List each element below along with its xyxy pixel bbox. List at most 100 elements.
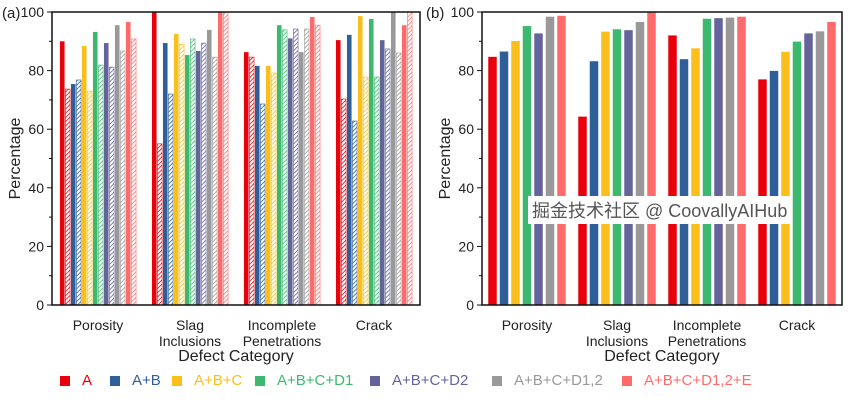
bar <box>679 59 689 305</box>
bar <box>346 34 352 305</box>
panel-label: (a) <box>2 5 20 22</box>
bar <box>265 65 271 305</box>
legend-item: A+B+C+D1,2 <box>492 372 603 389</box>
bar <box>545 16 555 306</box>
bar <box>815 31 825 305</box>
y-axis-label: Percentage <box>7 117 24 199</box>
bar <box>624 30 633 305</box>
category-label: Porosity <box>73 317 124 333</box>
bar-hatched <box>282 29 288 306</box>
legend-swatch <box>622 375 632 386</box>
category-label: Porosity <box>502 317 553 333</box>
bar <box>276 25 282 306</box>
y-tick-label: 80 <box>458 63 474 79</box>
legend-label: A+B+C+D1,2 <box>514 372 603 389</box>
legend-swatch <box>255 375 265 386</box>
bar <box>557 15 566 306</box>
y-tick-label: 60 <box>458 121 474 137</box>
bar-hatched <box>120 50 126 306</box>
legend-item: A+B+C+D2 <box>370 372 468 389</box>
bar-hatched <box>201 42 207 306</box>
bar <box>714 18 723 305</box>
bar <box>635 21 645 305</box>
bar <box>534 33 543 305</box>
legend-swatch <box>492 375 502 386</box>
bar <box>151 12 157 305</box>
legend-item: A <box>60 372 92 389</box>
bar <box>522 26 532 306</box>
bar <box>103 43 109 306</box>
bar-hatched <box>249 56 255 306</box>
legend-swatch <box>60 375 70 386</box>
bar-hatched <box>65 88 71 306</box>
legend-label: A+B <box>132 372 161 389</box>
bar <box>488 56 497 306</box>
category-label: Penetrations <box>668 333 747 349</box>
bar <box>243 52 249 306</box>
bar <box>70 84 76 305</box>
y-tick-label: 100 <box>451 4 475 20</box>
bar-hatched <box>293 28 299 306</box>
legend-item: A+B <box>110 372 161 389</box>
bar-hatched <box>341 98 347 306</box>
panel-label: (b) <box>426 5 444 22</box>
y-tick-label: 100 <box>21 4 45 20</box>
bar <box>114 25 120 306</box>
bar <box>647 12 656 306</box>
bar-hatched <box>374 76 380 306</box>
bar <box>298 52 304 306</box>
bar-hatched <box>109 66 115 306</box>
y-tick-label: 0 <box>36 297 44 313</box>
bar-hatched <box>190 38 196 306</box>
bar <box>668 35 677 305</box>
bar <box>217 12 223 305</box>
bar <box>781 51 790 306</box>
bar <box>511 41 520 306</box>
legend-label: A+B+C+D2 <box>392 372 469 389</box>
category-label: Crack <box>779 317 817 333</box>
watermark: 掘金技术社区 @ CoovallyAIHub <box>528 196 792 224</box>
legend-swatch <box>172 375 182 386</box>
category-label: Incomplete <box>673 317 742 333</box>
bar-hatched <box>271 72 277 306</box>
legend-label: A <box>82 372 93 389</box>
bar-hatched <box>179 43 185 306</box>
bar <box>368 19 374 305</box>
bar <box>725 17 735 306</box>
legend-item: A+B+C+D1 <box>255 372 353 389</box>
bar <box>357 16 363 306</box>
bar-hatched <box>131 38 137 306</box>
bar-hatched <box>223 11 229 306</box>
bar <box>702 18 712 305</box>
bar <box>792 41 802 306</box>
bar <box>173 33 179 305</box>
bar <box>589 61 599 305</box>
bar-hatched <box>396 52 402 306</box>
bar-hatched <box>352 120 358 306</box>
x-axis-label: Defect Category <box>604 348 720 365</box>
category-label: Inclusions <box>586 333 648 349</box>
y-tick-label: 0 <box>466 297 474 313</box>
category-label: Penetrations <box>243 333 322 349</box>
bar <box>162 43 168 306</box>
bar <box>195 50 201 306</box>
bar-hatched <box>304 28 310 306</box>
y-tick-label: 40 <box>28 180 44 196</box>
legend-swatch <box>370 375 380 386</box>
bar <box>335 40 341 306</box>
category-label: Slag <box>176 317 204 333</box>
bar <box>254 65 260 305</box>
bar <box>737 16 746 306</box>
legend-item: A+B+C+D1,2+E <box>622 372 752 389</box>
bar <box>401 25 407 306</box>
bar <box>691 48 700 305</box>
bar <box>758 79 767 305</box>
bar <box>769 70 779 305</box>
bar <box>81 45 87 305</box>
bar-hatched <box>87 90 93 306</box>
bar <box>206 29 212 306</box>
legend-item: A+B+C <box>172 372 242 389</box>
bar-hatched <box>168 93 174 306</box>
